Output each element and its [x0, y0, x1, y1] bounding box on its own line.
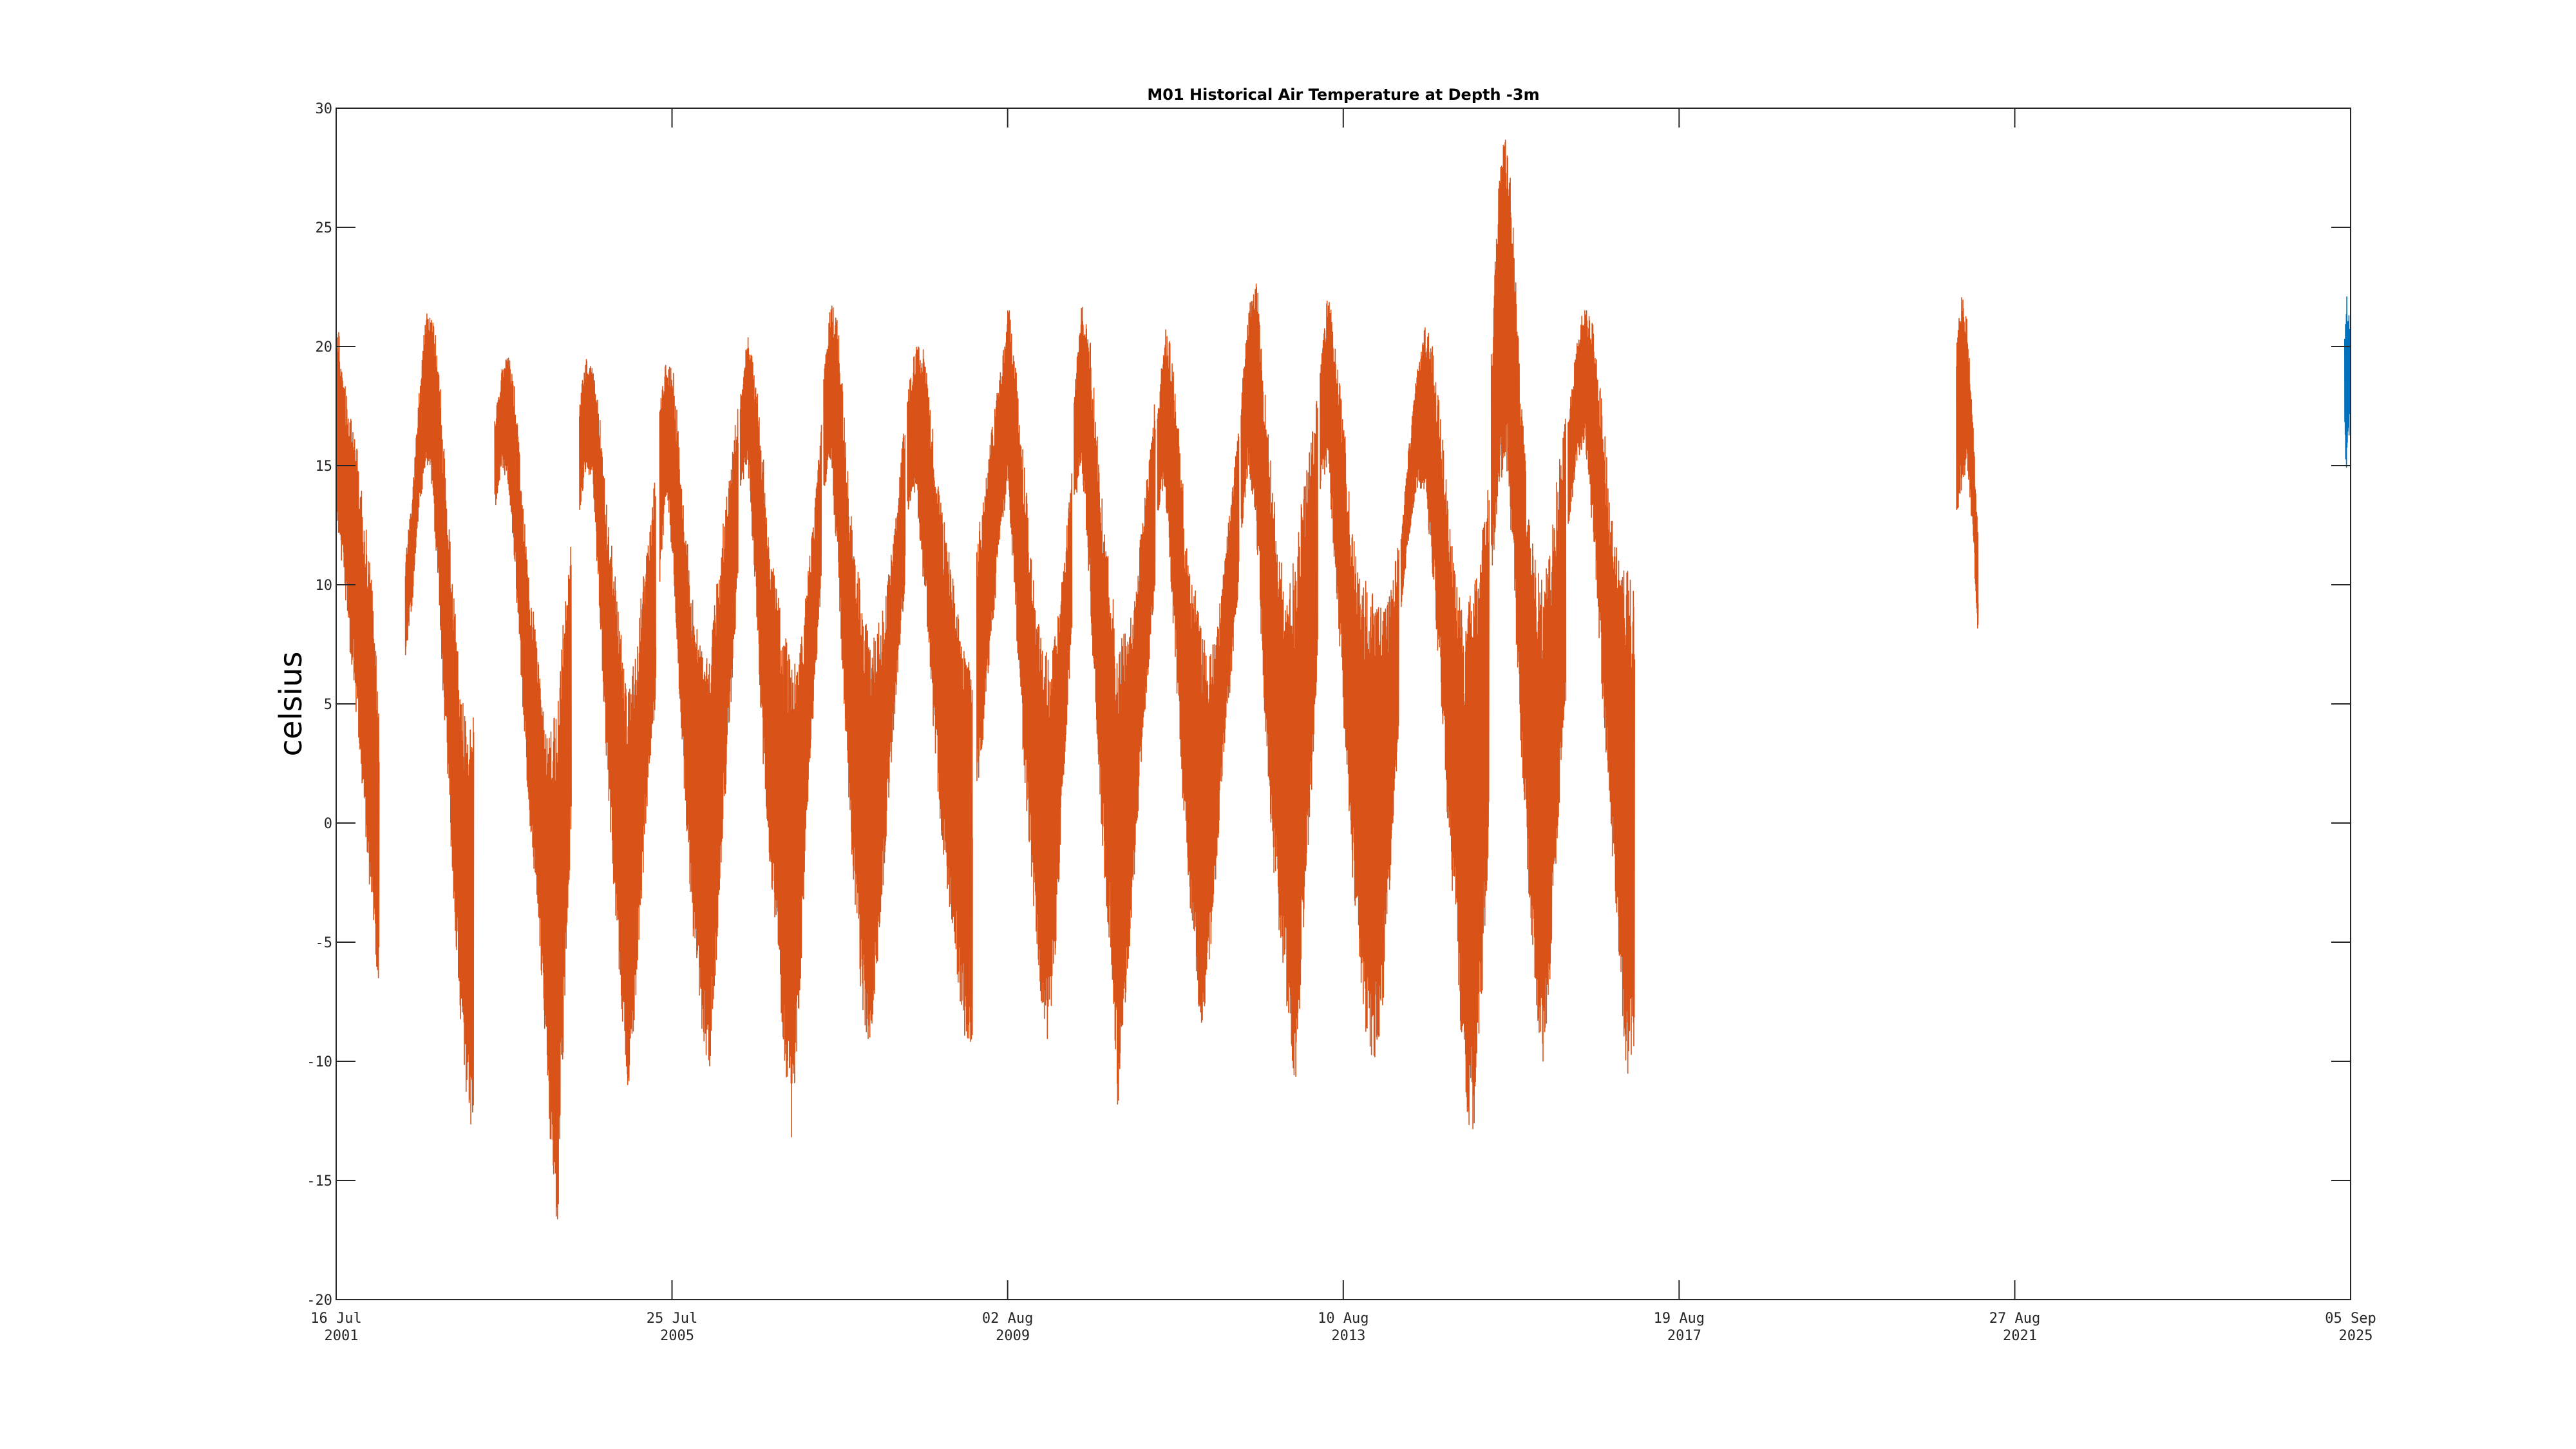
y-tick-label: 15 [316, 459, 333, 475]
y-tick-label: -15 [307, 1173, 332, 1189]
series-line-segment [823, 305, 906, 1039]
y-tick-label: -10 [307, 1054, 332, 1070]
x-tick-label-year: 2025 [2339, 1328, 2373, 1344]
series-line-segment [739, 337, 822, 1137]
y-tick-label: -20 [307, 1293, 332, 1309]
x-tick-label-date: 16 Jul [310, 1311, 361, 1327]
series-line-segment [1490, 139, 1567, 1062]
series-line-segment [1157, 329, 1240, 1023]
series-line-segment [907, 346, 973, 1042]
series-line-segment [976, 310, 1073, 1039]
x-tick-label-date: 10 Aug [1318, 1311, 1368, 1327]
chart-title: M01 Historical Air Temperature at Depth … [1147, 86, 1539, 104]
x-tick-label-date: 25 Jul [647, 1311, 697, 1327]
x-tick-label-year: 2001 [325, 1328, 359, 1344]
x-tick-label-year: 2021 [2003, 1328, 2037, 1344]
x-tick-label-date: 02 Aug [982, 1311, 1033, 1327]
series-line-segment [404, 313, 475, 1125]
y-tick-label: 5 [324, 697, 332, 713]
series-line-segment [1400, 327, 1490, 1130]
series-line-segment [1956, 297, 1979, 629]
series-line-segment [1320, 300, 1399, 1057]
series-line-segment [659, 365, 739, 1066]
x-tick-label-year: 2013 [1331, 1328, 1365, 1344]
series-line-segment [1240, 283, 1318, 1077]
x-tick-label-date: 05 Sep [2325, 1311, 2376, 1327]
series-line-segment [579, 359, 657, 1086]
series-line-segment [336, 311, 380, 978]
series-1 [336, 139, 1979, 1220]
series-line-segment [2344, 296, 2351, 468]
series-2 [2344, 296, 2351, 468]
y-tick-label: 30 [316, 101, 333, 117]
x-tick-label-year: 2009 [996, 1328, 1030, 1344]
y-tick-label: 0 [324, 816, 332, 832]
y-tick-label: 10 [316, 578, 333, 594]
x-tick-label-year: 2005 [660, 1328, 694, 1344]
y-tick-label: 20 [316, 339, 333, 355]
series-layer [336, 139, 2351, 1220]
y-axis-label: celsius [273, 651, 309, 756]
series-line-segment [1074, 307, 1156, 1105]
series-line-segment [494, 357, 572, 1220]
y-tick-label: -5 [316, 935, 333, 951]
x-tick-label-date: 19 Aug [1654, 1311, 1705, 1327]
x-tick-label-date: 27 Aug [1989, 1311, 2040, 1327]
series-line-segment [1567, 310, 1635, 1074]
x-tick-label-year: 2017 [1667, 1328, 1701, 1344]
y-tick-label: 25 [316, 220, 333, 236]
